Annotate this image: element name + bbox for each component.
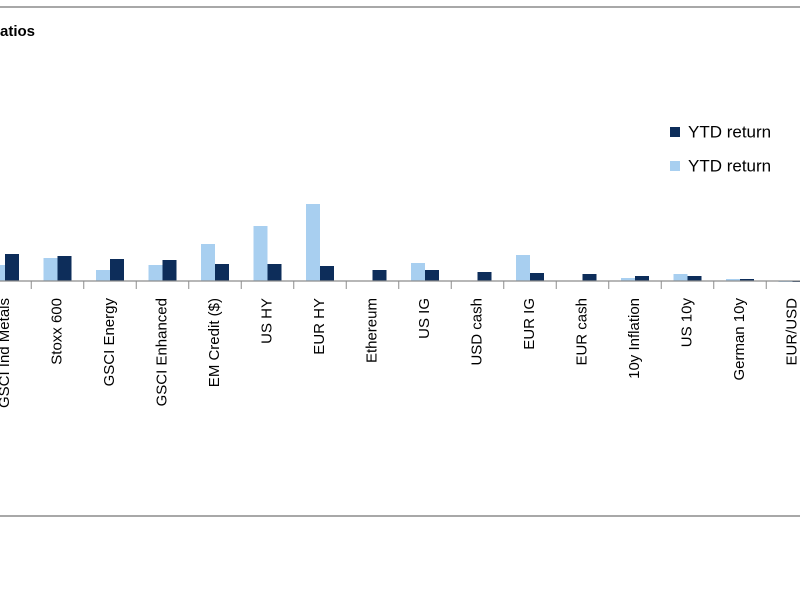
bar xyxy=(582,274,597,281)
x-tick-label: USD cash xyxy=(468,298,485,366)
bar xyxy=(0,265,5,281)
chart-title: atios xyxy=(0,23,35,40)
x-tick-label: GSCI Enhanced xyxy=(153,298,170,406)
bar xyxy=(477,272,492,281)
bar xyxy=(425,270,439,281)
bar xyxy=(516,255,530,281)
legend-swatch xyxy=(670,161,680,171)
bar xyxy=(253,226,268,281)
bar xyxy=(372,270,387,281)
bar xyxy=(201,244,215,281)
bar xyxy=(621,278,635,281)
x-tick-label: EUR IG xyxy=(521,298,538,350)
x-tick-label: GSCI Energy xyxy=(101,298,118,387)
x-tick-label: EM Credit ($) xyxy=(206,298,223,387)
bar xyxy=(740,279,754,281)
x-tick-label: Stoxx 600 xyxy=(48,298,65,365)
bar xyxy=(162,260,177,281)
x-tick-label: US IG xyxy=(416,298,433,339)
x-tick-label: US 10y xyxy=(678,298,695,348)
x-tick-label: German 10y xyxy=(731,298,748,381)
bar xyxy=(726,279,740,281)
bar xyxy=(148,265,163,281)
bar xyxy=(687,276,702,281)
bar xyxy=(635,276,649,281)
legend-label: YTD return xyxy=(688,156,771,175)
bar xyxy=(43,258,58,281)
x-tick-label: 10y Inflation xyxy=(626,298,643,379)
x-tick-label: EUR cash xyxy=(573,298,590,366)
x-tick-label: Ethereum xyxy=(363,298,380,363)
legend-swatch xyxy=(670,127,680,137)
x-tick-label: EUR HY xyxy=(311,298,328,355)
x-tick-label: GSCI Ind Metals xyxy=(0,298,13,408)
x-tick-label: US HY xyxy=(258,298,275,344)
bar xyxy=(320,266,334,281)
bar xyxy=(215,264,229,281)
bar xyxy=(673,274,688,281)
bar xyxy=(267,264,282,281)
bar xyxy=(96,270,110,281)
x-tick-label: EUR/USD xyxy=(783,298,800,366)
bar xyxy=(110,259,124,281)
bar xyxy=(411,263,425,281)
bar xyxy=(5,254,19,281)
legend-label: YTD return xyxy=(688,122,771,141)
bar xyxy=(530,273,544,281)
bar xyxy=(57,256,72,281)
bar xyxy=(306,204,320,281)
